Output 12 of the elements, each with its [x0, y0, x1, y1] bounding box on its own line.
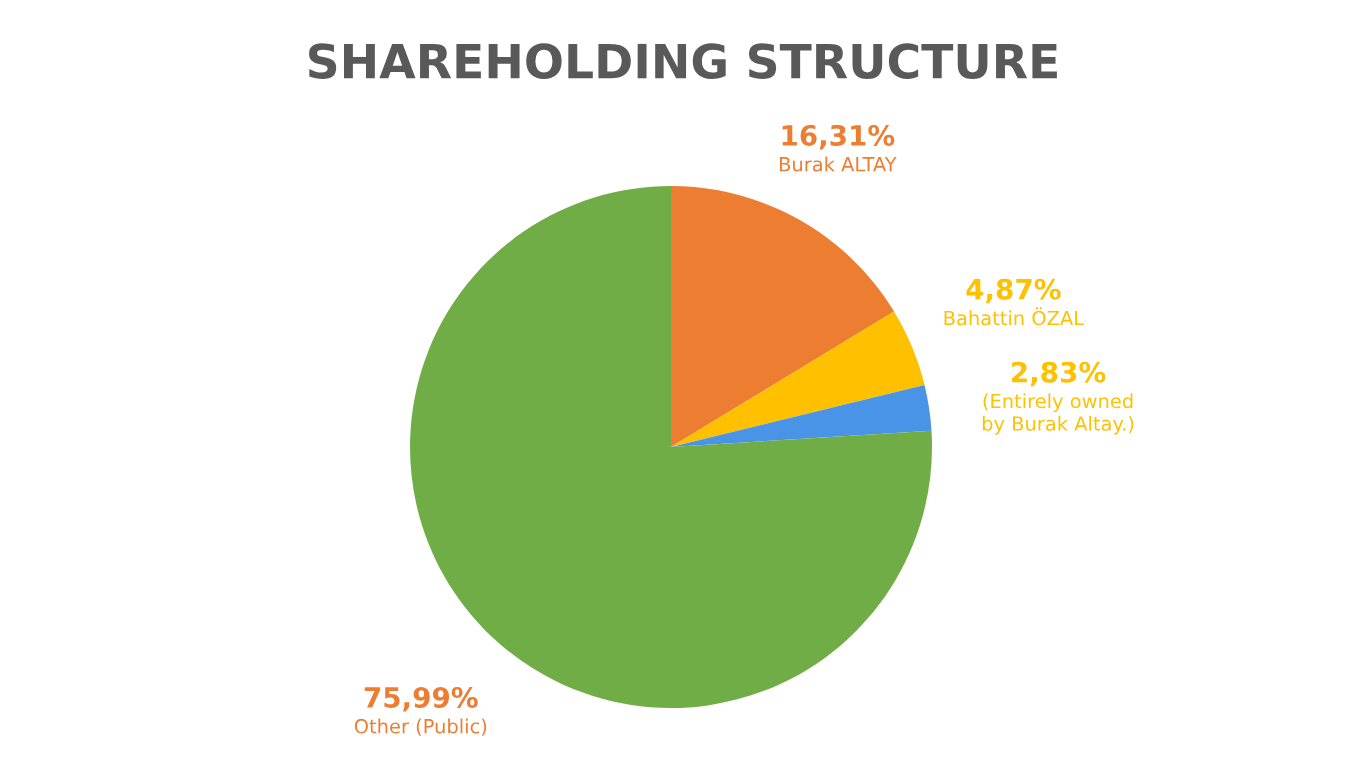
data-label: 16,31%	[782, 124, 895, 150]
pie-slice	[671, 384, 932, 447]
chart-title: SHAREHOLDING STRUCTURE	[309, 43, 1057, 79]
pie-slice	[671, 186, 895, 447]
slice-label: (Entirely owned by Burak Altay.)	[982, 393, 1134, 435]
pie-slice	[671, 311, 925, 447]
data-label: 2,83%	[1012, 361, 1106, 387]
slice-label: Bahattin ÖZAL	[944, 307, 1084, 326]
slice-label: Burak ALTAY	[780, 156, 897, 172]
slice-label: Other (Public)	[354, 718, 487, 736]
data-label: 4,87%	[966, 278, 1061, 304]
data-label: 75,99%	[364, 686, 478, 712]
